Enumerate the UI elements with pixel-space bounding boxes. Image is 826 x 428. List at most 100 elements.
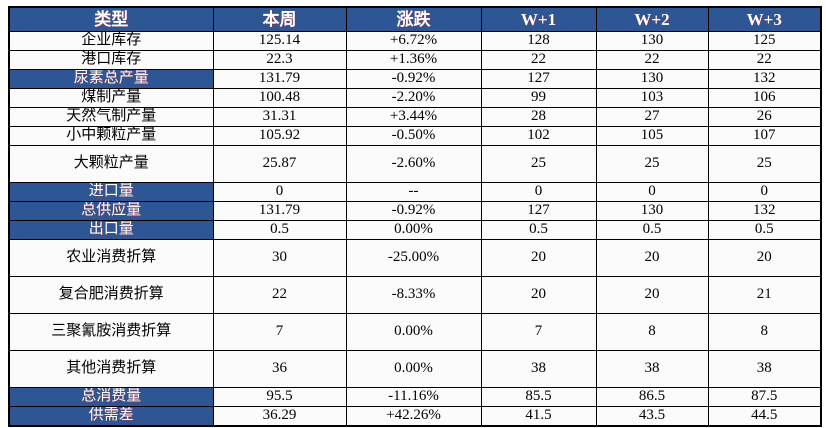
cell-w2: 38 <box>595 350 709 388</box>
cell-w3: 21 <box>707 276 822 314</box>
cell-w2: 27 <box>595 107 709 127</box>
row-label: 出口量 <box>8 220 214 240</box>
cell-change: -0.50% <box>345 126 482 146</box>
col-header-this-week: 本周 <box>212 6 347 32</box>
cell-change: -8.33% <box>345 276 482 314</box>
supply-demand-table: 类型 本周 涨跌 W+1 W+2 W+3 企业库存 125.14 +6.72% … <box>8 6 822 427</box>
cell-w1: 38 <box>480 350 597 388</box>
row-label: 供需差 <box>8 406 214 427</box>
cell-change: 0.00% <box>345 313 482 351</box>
row-label: 三聚氰胺消费折算 <box>8 313 214 351</box>
table-row-compound-fertilizer-consumption: 复合肥消费折算 22 -8.33% 20 20 21 <box>8 276 822 314</box>
cell-this-week: 131.79 <box>212 69 347 89</box>
row-label: 港口库存 <box>8 50 214 70</box>
cell-this-week: 95.5 <box>212 387 347 407</box>
table-row-total-supply: 总供应量 131.79 -0.92% 127 130 132 <box>8 201 822 221</box>
cell-w2: 130 <box>595 69 709 89</box>
cell-w3: 8 <box>707 313 822 351</box>
table-row-large-granule-output: 大颗粒产量 25.87 -2.60% 25 25 25 <box>8 145 822 183</box>
cell-w2: 130 <box>595 31 709 51</box>
cell-w2: 20 <box>595 276 709 314</box>
cell-w2: 20 <box>595 239 709 277</box>
cell-change: -2.60% <box>345 145 482 183</box>
cell-w1: 102 <box>480 126 597 146</box>
cell-w1: 127 <box>480 69 597 89</box>
cell-this-week: 105.92 <box>212 126 347 146</box>
cell-this-week: 25.87 <box>212 145 347 183</box>
cell-change: +42.26% <box>345 406 482 427</box>
cell-w1: 99 <box>480 88 597 108</box>
table-row-small-medium-granule-output: 小中颗粒产量 105.92 -0.50% 102 105 107 <box>8 126 822 146</box>
table-row-natural-gas-output: 天然气制产量 31.31 +3.44% 28 27 26 <box>8 107 822 127</box>
cell-w1: 25 <box>480 145 597 183</box>
cell-w2: 103 <box>595 88 709 108</box>
cell-this-week: 31.31 <box>212 107 347 127</box>
row-label: 复合肥消费折算 <box>8 276 214 314</box>
cell-w1: 0 <box>480 182 597 202</box>
col-header-w3: W+3 <box>707 6 822 32</box>
row-label: 农业消费折算 <box>8 239 214 277</box>
cell-w1: 7 <box>480 313 597 351</box>
cell-this-week: 30 <box>212 239 347 277</box>
cell-this-week: 36 <box>212 350 347 388</box>
cell-w3: 132 <box>707 69 822 89</box>
cell-this-week: 36.29 <box>212 406 347 427</box>
row-label: 尿素总产量 <box>8 69 214 89</box>
cell-w1: 41.5 <box>480 406 597 427</box>
header-row: 类型 本周 涨跌 W+1 W+2 W+3 <box>8 6 822 32</box>
cell-w2: 43.5 <box>595 406 709 427</box>
cell-w3: 20 <box>707 239 822 277</box>
cell-w2: 0.5 <box>595 220 709 240</box>
cell-change: -0.92% <box>345 69 482 89</box>
cell-this-week: 131.79 <box>212 201 347 221</box>
cell-w1: 22 <box>480 50 597 70</box>
cell-w3: 0 <box>707 182 822 202</box>
cell-this-week: 22.3 <box>212 50 347 70</box>
table-row-agricultural-consumption: 农业消费折算 30 -25.00% 20 20 20 <box>8 239 822 277</box>
cell-w3: 0.5 <box>707 220 822 240</box>
table-row-export-volume: 出口量 0.5 0.00% 0.5 0.5 0.5 <box>8 220 822 240</box>
table-row-total-urea-output: 尿素总产量 131.79 -0.92% 127 130 132 <box>8 69 822 89</box>
row-label: 进口量 <box>8 182 214 202</box>
cell-this-week: 100.48 <box>212 88 347 108</box>
cell-change: -25.00% <box>345 239 482 277</box>
cell-w3: 22 <box>707 50 822 70</box>
cell-this-week: 0.5 <box>212 220 347 240</box>
row-label: 总消费量 <box>8 387 214 407</box>
cell-w3: 26 <box>707 107 822 127</box>
cell-change: +6.72% <box>345 31 482 51</box>
table-row-import-volume: 进口量 0 -- 0 0 0 <box>8 182 822 202</box>
cell-this-week: 7 <box>212 313 347 351</box>
cell-change: -2.20% <box>345 88 482 108</box>
cell-w2: 25 <box>595 145 709 183</box>
cell-w1: 28 <box>480 107 597 127</box>
table-row-enterprise-inventory: 企业库存 125.14 +6.72% 128 130 125 <box>8 31 822 51</box>
cell-w3: 106 <box>707 88 822 108</box>
row-label: 大颗粒产量 <box>8 145 214 183</box>
cell-w3: 132 <box>707 201 822 221</box>
row-label: 小中颗粒产量 <box>8 126 214 146</box>
col-header-w1: W+1 <box>480 6 597 32</box>
cell-change: +3.44% <box>345 107 482 127</box>
cell-w1: 20 <box>480 276 597 314</box>
cell-w3: 87.5 <box>707 387 822 407</box>
table-row-supply-demand-gap: 供需差 36.29 +42.26% 41.5 43.5 44.5 <box>8 406 822 427</box>
cell-change: 0.00% <box>345 350 482 388</box>
row-label: 总供应量 <box>8 201 214 221</box>
cell-this-week: 125.14 <box>212 31 347 51</box>
cell-change: 0.00% <box>345 220 482 240</box>
cell-w3: 44.5 <box>707 406 822 427</box>
cell-w2: 22 <box>595 50 709 70</box>
cell-w1: 128 <box>480 31 597 51</box>
table-row-melamine-consumption: 三聚氰胺消费折算 7 0.00% 7 8 8 <box>8 313 822 351</box>
cell-change: -- <box>345 182 482 202</box>
col-header-type: 类型 <box>8 6 214 32</box>
cell-w1: 85.5 <box>480 387 597 407</box>
row-label: 煤制产量 <box>8 88 214 108</box>
cell-change: +1.36% <box>345 50 482 70</box>
cell-change: -11.16% <box>345 387 482 407</box>
cell-w2: 8 <box>595 313 709 351</box>
row-label: 天然气制产量 <box>8 107 214 127</box>
row-label: 其他消费折算 <box>8 350 214 388</box>
cell-w2: 0 <box>595 182 709 202</box>
